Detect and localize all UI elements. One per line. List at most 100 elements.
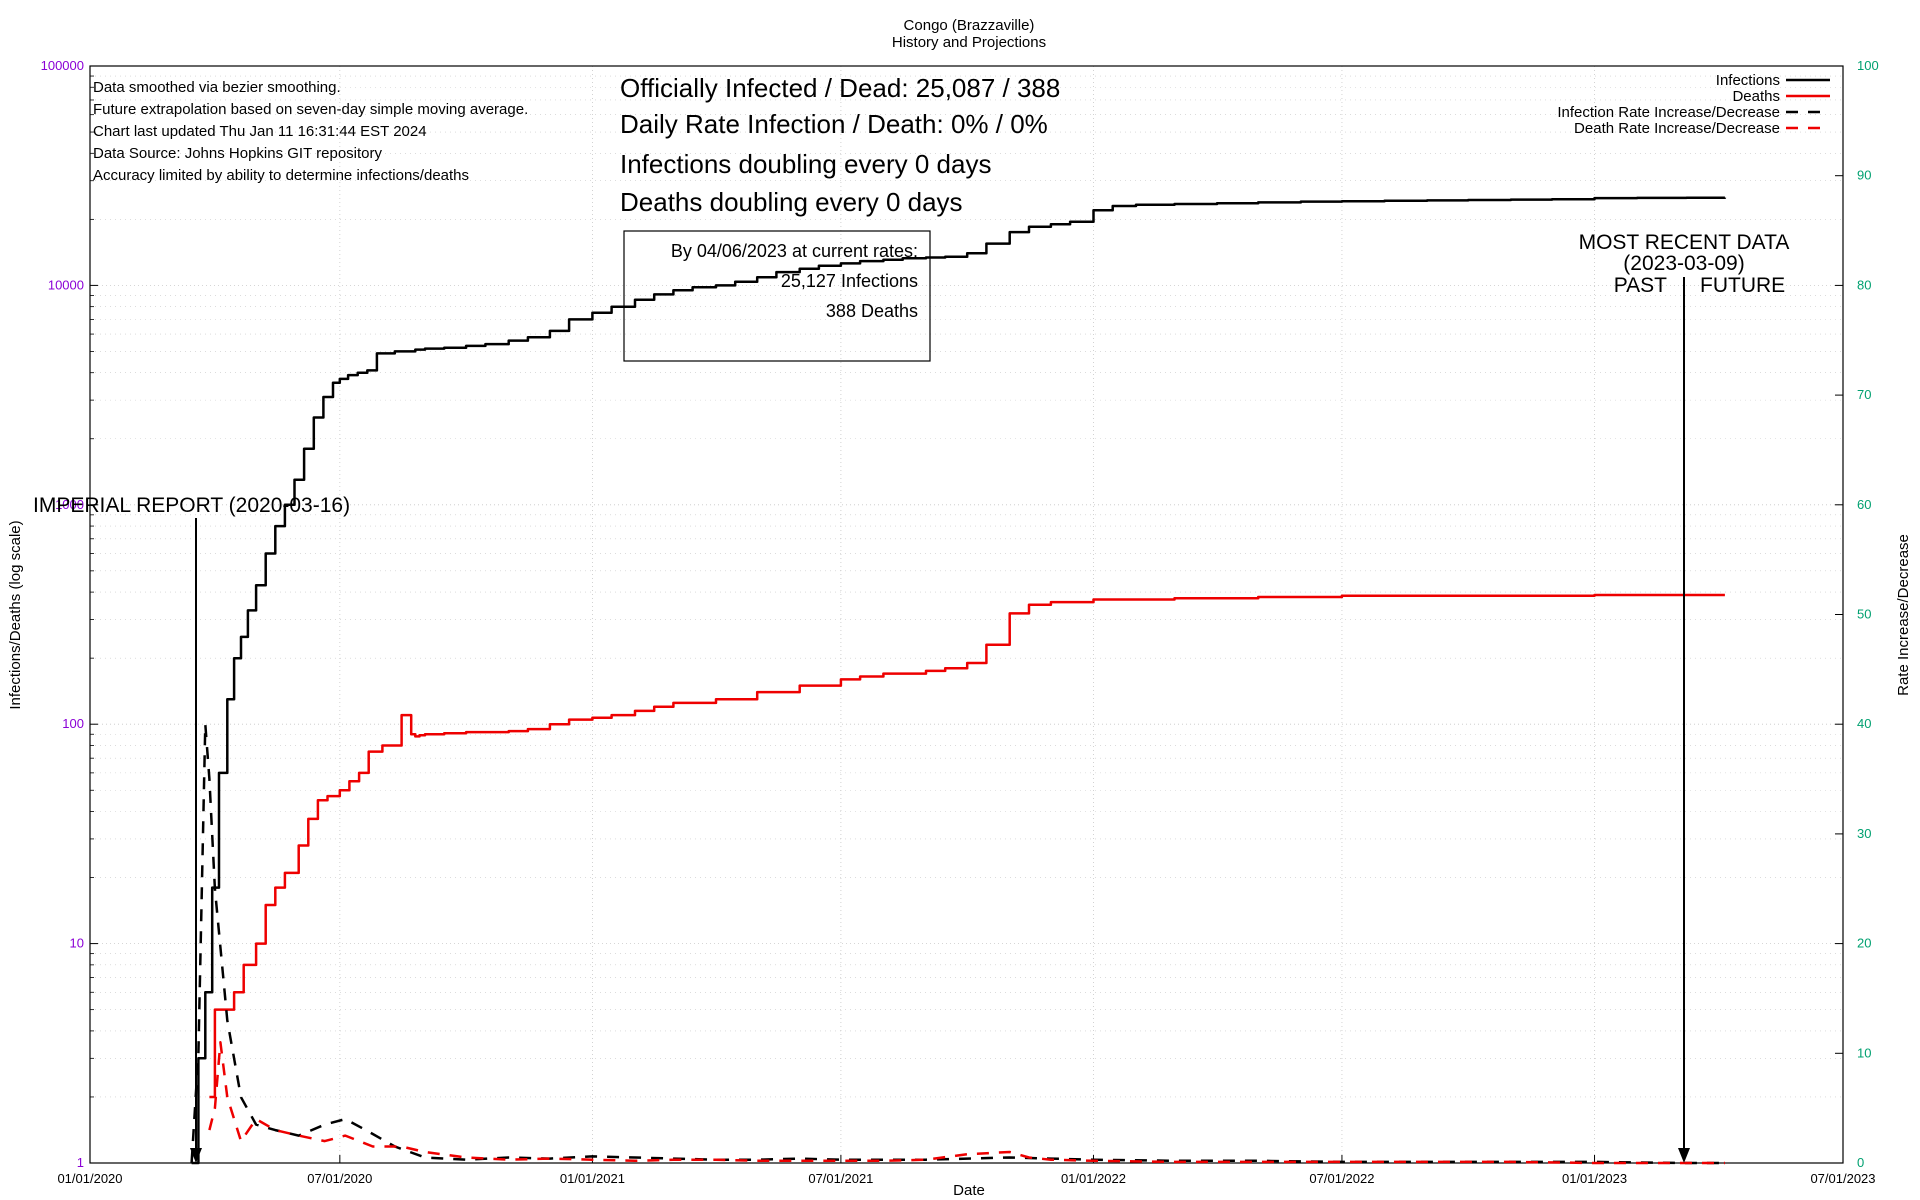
infections-point <box>1724 197 1726 199</box>
deaths-point <box>327 795 329 797</box>
x-tick-label: 07/01/2020 <box>307 1171 372 1186</box>
death-rate-point <box>298 1135 300 1137</box>
infections-point <box>240 636 242 638</box>
death-rate-line <box>208 1041 1725 1165</box>
deaths-point <box>317 800 319 802</box>
deaths-point <box>214 1009 216 1011</box>
infection-rate-point <box>634 1157 636 1159</box>
deaths-point <box>549 723 551 725</box>
infections-point <box>339 378 341 380</box>
death-rate-point <box>401 1146 403 1148</box>
imperial-report-label: IMPERIAL REPORT (2020-03-16) <box>33 494 350 517</box>
death-rate-point <box>465 1157 467 1159</box>
deaths-point <box>1050 601 1052 603</box>
infections-point <box>715 285 717 287</box>
infections-point <box>332 382 334 384</box>
projection-box: By 04/06/2023 at current rates: 25,127 I… <box>623 230 931 362</box>
deaths-point <box>1009 613 1011 615</box>
deaths-point <box>368 751 370 753</box>
infections-point <box>1341 200 1343 202</box>
x-axis-label: Date <box>953 1182 985 1199</box>
infections-point <box>1028 226 1030 228</box>
recent-data-arrowhead <box>1678 1148 1690 1163</box>
deaths-point <box>424 733 426 735</box>
y-tick-label: 10 <box>70 936 84 951</box>
death-rate-point <box>756 1160 758 1162</box>
note-updated: Chart last updated Thu Jan 11 16:31:44 E… <box>93 123 427 140</box>
note-extrapolation: Future extrapolation based on seven-day … <box>93 101 528 118</box>
infection-rate-point <box>799 1158 801 1160</box>
deaths-point <box>1724 594 1726 596</box>
infections-point <box>592 312 594 314</box>
death-rate-point <box>1093 1160 1095 1162</box>
death-rate-point <box>715 1159 717 1161</box>
deaths-point <box>634 710 636 712</box>
axis-ticks: 01/01/2020 07/01/2020 01/01/2021 07/01/2021… <box>41 58 1879 1186</box>
infections-point <box>205 992 207 994</box>
projection-infections: 25,127 Infections <box>781 271 918 291</box>
deaths-point <box>298 845 300 847</box>
y2-tick-label: 70 <box>1857 387 1871 402</box>
death-rate-point <box>1594 1162 1596 1164</box>
y2-tick-label: 10 <box>1857 1045 1871 1060</box>
deaths-point <box>508 730 510 732</box>
projection-date: By 04/06/2023 at current rates: <box>671 241 918 261</box>
infections-point <box>303 448 305 450</box>
infection-rate-point <box>191 1162 193 1164</box>
death-rate-point <box>549 1158 551 1160</box>
death-rate-point <box>1341 1161 1343 1163</box>
deaths-point <box>410 733 412 735</box>
infections-point <box>986 243 988 245</box>
grid-lines <box>90 66 1843 1163</box>
deaths-point <box>443 732 445 734</box>
death-rate-point <box>209 1129 211 1131</box>
infection-rate-point <box>227 1020 229 1022</box>
y2-axis-label: Rate Increase/Decrease <box>1895 534 1912 696</box>
deaths-point <box>382 745 384 747</box>
legend-deaths-label: Deaths <box>1732 88 1780 105</box>
infection-rate-point <box>966 1158 968 1160</box>
infections-point <box>527 337 529 339</box>
infections-point <box>415 349 417 351</box>
infections-point <box>1300 201 1302 203</box>
infections-point <box>1257 202 1259 204</box>
deaths-point <box>653 706 655 708</box>
notes-block: Data smoothed via bezier smoothing. Futu… <box>93 79 528 184</box>
death-rate-point <box>1724 1162 1726 1164</box>
y2-tick-label: 40 <box>1857 716 1871 731</box>
death-rate-point <box>424 1151 426 1153</box>
chart-title: Congo (Brazzaville) <box>904 17 1035 34</box>
deaths-point <box>465 731 467 733</box>
infection-rate-point <box>255 1124 257 1126</box>
infections-point <box>734 281 736 283</box>
infection-rate-point <box>198 1053 200 1055</box>
infections-point <box>1636 197 1638 199</box>
infections-point <box>1686 197 1688 199</box>
infections-point <box>211 887 213 889</box>
infections-point <box>508 340 510 342</box>
future-label: FUTURE <box>1700 274 1785 297</box>
death-rate-point <box>1510 1161 1512 1163</box>
headline-daily-rate: Daily Rate Infection / Death: 0% / 0% <box>620 109 1048 139</box>
deaths-point <box>419 735 421 737</box>
death-rate-point <box>324 1140 326 1142</box>
deaths-point <box>756 691 758 693</box>
deaths-line <box>209 593 1725 1099</box>
deaths-point <box>1594 594 1596 596</box>
death-rate-point <box>1174 1161 1176 1163</box>
infections-point <box>275 525 277 527</box>
infections-point <box>1009 231 1011 233</box>
note-source: Data Source: Johns Hopkins GIT repositor… <box>93 145 383 162</box>
series-layer <box>190 196 1727 1165</box>
infections-point <box>1384 200 1386 202</box>
infections-point <box>1093 210 1095 212</box>
deaths-point <box>391 745 393 747</box>
infections-point <box>653 294 655 296</box>
infections-point <box>247 610 249 612</box>
death-rate-point <box>220 1042 222 1044</box>
deaths-point <box>859 676 861 678</box>
y2-tick-label: 60 <box>1857 497 1871 512</box>
death-rate-point <box>1686 1162 1688 1164</box>
deaths-point <box>715 698 717 700</box>
